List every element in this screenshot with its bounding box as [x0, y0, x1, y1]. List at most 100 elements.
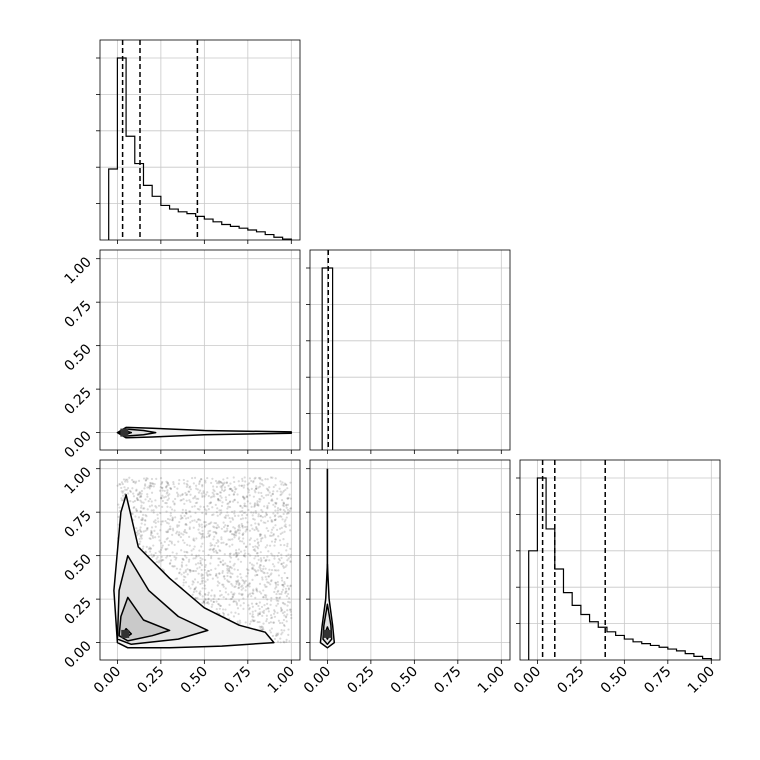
scatter-point	[155, 557, 158, 560]
scatter-point	[135, 488, 138, 491]
scatter-point	[207, 593, 210, 596]
scatter-point	[148, 550, 152, 553]
scatter-point	[151, 482, 154, 485]
scatter-point	[239, 504, 242, 508]
scatter-point	[213, 594, 216, 597]
scatter-point	[143, 507, 146, 510]
scatter-point	[255, 487, 258, 490]
x-tick-label: 0.00	[91, 664, 124, 697]
x-tick-label: 0.00	[511, 664, 544, 697]
scatter-point	[215, 532, 218, 535]
scatter-point	[286, 576, 289, 580]
scatter-point	[247, 508, 250, 512]
scatter-point	[150, 532, 153, 535]
scatter-point	[241, 592, 244, 596]
scatter-point	[277, 551, 280, 555]
scatter-point	[285, 503, 288, 506]
scatter-point	[187, 516, 190, 519]
scatter-point	[239, 572, 242, 576]
scatter-point	[197, 518, 200, 521]
scatter-point	[280, 629, 283, 632]
scatter-point	[258, 564, 262, 567]
x-tick-label: 0.50	[598, 664, 631, 697]
scatter-point	[181, 493, 184, 496]
scatter-point	[249, 612, 252, 615]
scatter-point	[183, 514, 186, 517]
scatter-point	[254, 574, 257, 577]
scatter-point	[284, 590, 287, 593]
scatter-point	[132, 500, 135, 504]
scatter-point	[272, 503, 275, 506]
scatter-point	[154, 525, 157, 528]
histogram-var1	[96, 39, 301, 244]
scatter-point	[165, 531, 169, 534]
scatter-point	[265, 608, 268, 611]
scatter-point	[209, 542, 212, 545]
scatter-point	[220, 541, 223, 545]
scatter-point	[215, 531, 218, 534]
scatter-point	[229, 529, 232, 533]
scatter-point	[156, 532, 159, 535]
scatter-point	[159, 476, 163, 480]
scatter-point	[171, 527, 175, 530]
scatter-point	[233, 534, 236, 537]
scatter-point	[164, 547, 167, 551]
scatter-point	[270, 616, 273, 620]
scatter-point	[138, 537, 141, 541]
scatter-point	[199, 505, 202, 508]
scatter-point	[239, 621, 242, 624]
scatter-point	[257, 486, 260, 489]
scatter-point	[276, 611, 279, 614]
scatter-point	[284, 525, 288, 528]
scatter-point	[235, 555, 238, 558]
scatter-point	[198, 523, 201, 526]
axes-frame	[99, 249, 301, 451]
scatter-point	[252, 588, 255, 591]
scatter-point	[221, 608, 225, 611]
scatter-point	[289, 584, 292, 587]
scatter-point	[229, 598, 232, 601]
scatter-point	[219, 481, 222, 484]
scatter-point	[281, 611, 285, 615]
scatter-point	[227, 484, 230, 487]
scatter-point	[157, 504, 161, 507]
scatter-point	[182, 533, 185, 536]
scatter-point	[159, 496, 163, 500]
scatter-point	[260, 560, 263, 563]
scatter-point	[171, 519, 174, 522]
scatter-point	[234, 552, 237, 555]
scatter-point	[201, 587, 204, 590]
scatter-point	[198, 592, 201, 595]
scatter-point	[279, 543, 282, 547]
scatter-point	[121, 494, 125, 497]
scatter-point	[203, 592, 207, 596]
scatter-point	[144, 519, 147, 522]
scatter-point	[190, 549, 193, 552]
scatter-point	[252, 479, 255, 483]
scatter-point	[264, 546, 267, 549]
scatter-point	[223, 481, 226, 484]
scatter-point	[285, 483, 288, 487]
scatter-point	[275, 634, 278, 637]
scatter-point	[256, 538, 259, 541]
scatter-point	[182, 578, 185, 581]
scatter-point	[274, 538, 277, 541]
scatter-point	[238, 592, 241, 595]
scatter-point	[268, 559, 271, 562]
scatter-point	[157, 535, 160, 538]
scatter-point	[215, 600, 218, 603]
scatter-point	[259, 539, 263, 543]
scatter-point	[265, 558, 268, 561]
scatter-point	[270, 579, 273, 582]
scatter-point	[200, 577, 204, 580]
scatter-point	[277, 535, 280, 538]
scatter-point	[202, 491, 205, 494]
scatter-point	[290, 613, 293, 616]
scatter-point	[287, 512, 290, 515]
scatter-point	[283, 581, 286, 584]
scatter-point	[225, 498, 228, 502]
scatter-point	[278, 527, 282, 530]
scatter-point	[188, 568, 192, 572]
scatter-point	[204, 479, 207, 482]
scatter-point	[277, 561, 280, 564]
